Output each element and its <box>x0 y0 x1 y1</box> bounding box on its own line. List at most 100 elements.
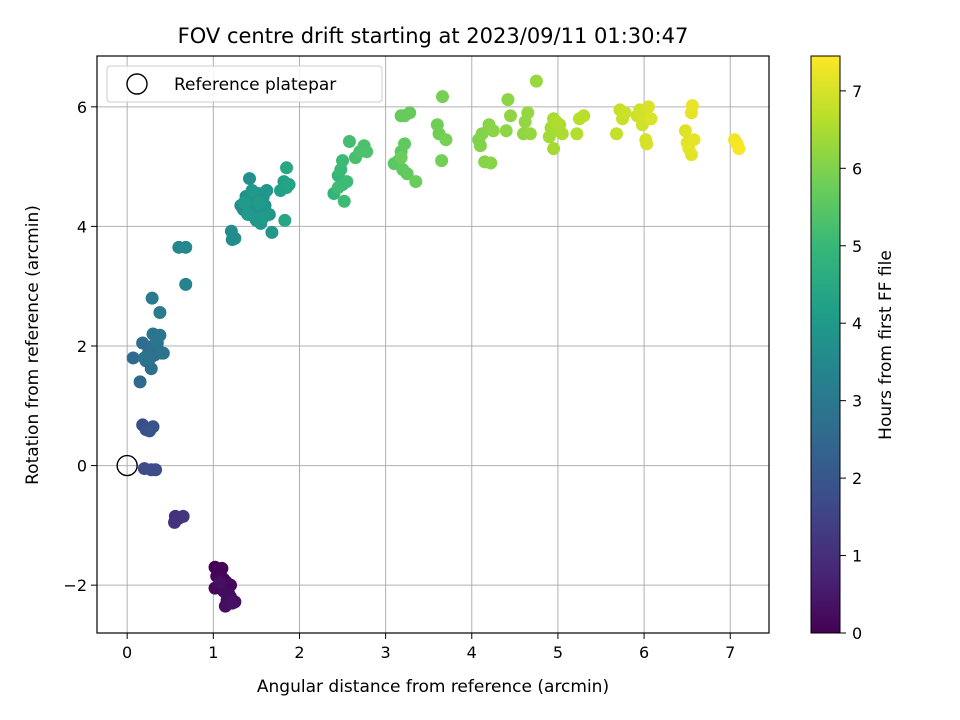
colorbar-tick-label: 0 <box>852 624 862 643</box>
reference-point <box>116 454 138 477</box>
colorbar-tick-label: 6 <box>852 159 862 178</box>
scatter-point <box>403 106 417 120</box>
colorbar: 0 1 2 3 4 5 6 7 Hours from first FF file <box>810 55 896 643</box>
scatter-point <box>529 74 543 88</box>
y-axis-label: Rotation from reference (arcmin) <box>23 205 43 485</box>
scatter-points <box>126 74 746 613</box>
scatter-point <box>278 213 292 227</box>
colorbar-tick-label: 1 <box>852 547 862 566</box>
scatter-point <box>473 139 487 153</box>
scatter-point <box>144 362 158 376</box>
scatter-point <box>400 167 414 181</box>
scatter-point <box>265 225 279 239</box>
plot-area-frame <box>96 55 770 634</box>
x-tick-label: 1 <box>208 643 218 662</box>
scatter-point <box>360 145 374 159</box>
scatter-point <box>435 90 449 104</box>
scatter-point <box>242 172 256 186</box>
scatter-point <box>179 277 193 291</box>
scatter-point <box>475 127 489 141</box>
scatter-point <box>252 195 266 209</box>
scatter-point <box>137 351 151 365</box>
scatter-point <box>245 184 259 198</box>
scatter-point <box>732 142 746 156</box>
scatter-point <box>687 133 701 147</box>
scatter-point <box>394 151 408 165</box>
scatter-point <box>501 93 515 107</box>
scatter-point <box>555 127 569 141</box>
scatter-point <box>342 135 356 149</box>
scatter-point <box>504 109 518 123</box>
scatter-point <box>684 148 698 162</box>
y-axis-ticks: −2 0 2 4 6 <box>63 98 97 595</box>
colorbar-tick-label: 2 <box>852 469 862 488</box>
scatter-point <box>618 106 632 120</box>
legend-label-reference-platepar: Reference platepar <box>174 75 336 95</box>
scatter-point <box>282 178 296 192</box>
colorbar-tick-label: 5 <box>852 237 862 256</box>
scatter-point <box>570 127 584 141</box>
scatter-point <box>439 133 453 147</box>
y-tick-label: 2 <box>77 337 87 356</box>
legend: Reference platepar <box>106 65 383 103</box>
legend-open-circle-marker <box>126 73 148 95</box>
scatter-point <box>237 195 251 209</box>
colorbar-tick-label: 4 <box>852 314 862 333</box>
scatter-point <box>499 124 513 138</box>
x-tick-label: 6 <box>639 643 649 662</box>
scatter-point <box>484 156 498 170</box>
colorbar-tick-label: 3 <box>852 392 862 411</box>
scatter-point <box>336 154 350 168</box>
scatter-point <box>547 142 561 156</box>
x-tick-label: 3 <box>381 643 391 662</box>
scatter-point <box>179 240 193 254</box>
scatter-point <box>409 175 423 189</box>
scatter-point <box>126 351 140 365</box>
scatter-point <box>143 424 157 438</box>
scatter-point <box>685 99 699 113</box>
scatter-point <box>610 127 624 141</box>
colorbar-tick-label: 7 <box>852 82 862 101</box>
grid-lines <box>97 56 769 633</box>
colorbar-gradient <box>810 55 841 634</box>
scatter-point <box>331 181 345 195</box>
reference-platepar-marker <box>116 454 138 477</box>
x-tick-label: 7 <box>725 643 735 662</box>
scatter-point <box>156 346 170 360</box>
scatter-point <box>260 184 274 198</box>
scatter-point <box>225 596 239 610</box>
scatter-point <box>256 210 270 224</box>
scatter-point <box>153 306 167 320</box>
scatter-point <box>133 375 147 389</box>
scatter-point <box>549 115 563 129</box>
x-tick-label: 5 <box>553 643 563 662</box>
x-tick-label: 0 <box>122 643 132 662</box>
scatter-point <box>644 112 658 126</box>
scatter-point <box>521 106 535 120</box>
y-tick-label: 4 <box>77 217 87 236</box>
scatter-point <box>398 137 412 151</box>
scatter-point <box>678 124 692 138</box>
scatter-point <box>213 575 227 589</box>
scatter-point <box>337 194 351 208</box>
y-tick-label: 6 <box>77 98 87 117</box>
y-tick-label: 0 <box>77 457 87 476</box>
scatter-point <box>486 124 500 138</box>
x-axis-label: Angular distance from reference (arcmin) <box>257 677 609 697</box>
scatter-point <box>150 336 164 350</box>
x-tick-label: 2 <box>294 643 304 662</box>
colorbar-label: Hours from first FF file <box>876 250 896 440</box>
colorbar-ticks: 0 1 2 3 4 5 6 7 <box>840 82 862 643</box>
scatter-point <box>145 291 159 305</box>
scatter-point <box>241 207 255 221</box>
scatter-point <box>176 509 190 523</box>
scatter-point <box>228 231 242 245</box>
x-tick-label: 4 <box>467 643 477 662</box>
legend-box <box>106 65 383 103</box>
scatter-point <box>435 154 449 168</box>
scatter-point <box>280 161 294 175</box>
scatter-point <box>640 137 654 151</box>
scatter-point <box>641 100 655 114</box>
x-axis-ticks: 0 1 2 3 4 5 6 7 <box>122 633 735 662</box>
scatter-point <box>523 127 537 141</box>
